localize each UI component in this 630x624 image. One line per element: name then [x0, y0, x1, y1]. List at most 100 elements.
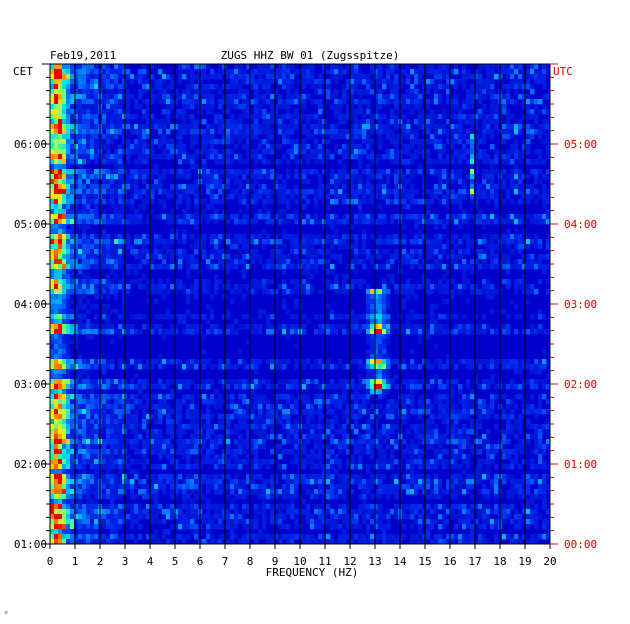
heatmap-cell: [54, 379, 59, 385]
heatmap-cell: [130, 169, 135, 175]
heatmap-cell: [462, 324, 467, 330]
heatmap-cell: [386, 64, 391, 70]
heatmap-cell: [166, 84, 171, 90]
heatmap-cell: [94, 129, 99, 135]
heatmap-cell: [54, 234, 59, 240]
heatmap-cell: [418, 254, 423, 260]
heatmap-cell: [90, 254, 95, 260]
heatmap-cell: [418, 139, 423, 145]
heatmap-cell: [270, 404, 275, 410]
heatmap-cell: [54, 199, 59, 205]
heatmap-cell: [438, 114, 443, 120]
heatmap-cell: [378, 89, 383, 95]
heatmap-cell: [294, 139, 299, 145]
heatmap-cell: [50, 359, 55, 365]
heatmap-cell: [438, 384, 443, 390]
heatmap-cell: [406, 214, 411, 220]
heatmap-cell: [50, 119, 55, 125]
heatmap-cell: [334, 89, 339, 95]
heatmap-cell: [166, 384, 171, 390]
heatmap-cell: [78, 104, 83, 110]
heatmap-cell: [154, 184, 159, 190]
heatmap-cell: [70, 134, 75, 140]
heatmap-cell: [206, 179, 211, 185]
heatmap-cell: [86, 219, 91, 225]
heatmap-cell: [390, 109, 395, 115]
heatmap-cell: [378, 369, 383, 375]
heatmap-cell: [490, 194, 495, 200]
heatmap-cell: [350, 109, 355, 115]
heatmap-cell: [86, 174, 91, 180]
heatmap-cell: [526, 289, 531, 295]
heatmap-cell: [522, 229, 527, 235]
heatmap-cell: [226, 284, 231, 290]
heatmap-cell: [486, 89, 491, 95]
heatmap-cell: [70, 154, 75, 160]
heatmap-cell: [162, 169, 167, 175]
heatmap-cell: [354, 134, 359, 140]
heatmap-cell: [62, 319, 67, 325]
heatmap-cell: [58, 404, 63, 410]
heatmap-cell: [318, 324, 323, 330]
heatmap-cell: [266, 199, 271, 205]
heatmap-cell: [126, 89, 131, 95]
heatmap-cell: [418, 219, 423, 225]
heatmap-cell: [326, 154, 331, 160]
heatmap-cell: [382, 214, 387, 220]
heatmap-cell: [62, 154, 67, 160]
heatmap-cell: [370, 389, 375, 395]
heatmap-cell: [126, 184, 131, 190]
heatmap-cell: [194, 194, 199, 200]
heatmap-cell: [338, 99, 343, 105]
heatmap-cell: [122, 74, 127, 80]
heatmap-cell: [54, 144, 59, 150]
heatmap-cell: [138, 379, 143, 385]
heatmap-cell: [146, 384, 151, 390]
heatmap-cell: [182, 174, 187, 180]
heatmap-cell: [210, 234, 215, 240]
heatmap-cell: [282, 394, 287, 400]
heatmap-cell: [66, 229, 71, 235]
heatmap-cell: [538, 259, 543, 265]
heatmap-cell: [374, 389, 379, 395]
heatmap-cell: [94, 99, 99, 105]
heatmap-cell: [262, 129, 267, 135]
heatmap-cell: [118, 94, 123, 100]
heatmap-cell: [406, 194, 411, 200]
heatmap-cell: [334, 184, 339, 190]
heatmap-cell: [314, 129, 319, 135]
heatmap-cell: [474, 359, 479, 365]
heatmap-cell: [370, 124, 375, 130]
heatmap-cell: [78, 134, 83, 140]
heatmap-cell: [294, 344, 299, 350]
heatmap-cell: [54, 334, 59, 340]
heatmap-cell: [74, 204, 79, 210]
heatmap-cell: [482, 89, 487, 95]
heatmap-cell: [342, 234, 347, 240]
heatmap-cell: [402, 179, 407, 185]
heatmap-cell: [170, 99, 175, 105]
heatmap-cell: [50, 364, 55, 370]
heatmap-cell: [418, 214, 423, 220]
heatmap-cell: [70, 279, 75, 285]
heatmap-cell: [370, 379, 375, 385]
heatmap-cell: [306, 199, 311, 205]
heatmap-cell: [350, 284, 355, 290]
heatmap-cell: [306, 214, 311, 220]
heatmap-cell: [310, 79, 315, 85]
heatmap-cell: [354, 239, 359, 245]
heatmap-cell: [70, 149, 75, 155]
heatmap-cell: [150, 119, 155, 125]
heatmap-cell: [434, 284, 439, 290]
heatmap-cell: [330, 234, 335, 240]
heatmap-cell: [194, 409, 199, 415]
heatmap-cell: [194, 249, 199, 255]
heatmap-cell: [226, 359, 231, 365]
heatmap-cell: [186, 204, 191, 210]
heatmap-cell: [262, 174, 267, 180]
heatmap-cell: [542, 159, 547, 165]
heatmap-cell: [314, 329, 319, 335]
heatmap-cell: [150, 324, 155, 330]
heatmap-cell: [370, 354, 375, 360]
heatmap-cell: [510, 359, 515, 365]
